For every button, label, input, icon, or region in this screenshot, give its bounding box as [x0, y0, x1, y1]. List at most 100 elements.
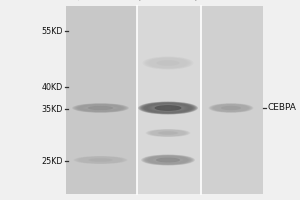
- Text: HepG2: HepG2: [73, 0, 101, 2]
- Ellipse shape: [82, 105, 119, 111]
- Ellipse shape: [155, 105, 181, 111]
- Ellipse shape: [140, 102, 196, 114]
- Ellipse shape: [211, 104, 251, 112]
- Ellipse shape: [154, 130, 182, 136]
- Ellipse shape: [150, 130, 186, 136]
- Ellipse shape: [139, 102, 197, 114]
- Ellipse shape: [151, 157, 185, 163]
- Ellipse shape: [154, 105, 182, 111]
- Ellipse shape: [146, 156, 190, 164]
- Ellipse shape: [144, 155, 192, 165]
- Ellipse shape: [147, 156, 189, 164]
- Ellipse shape: [217, 105, 245, 111]
- Ellipse shape: [152, 130, 184, 136]
- Ellipse shape: [158, 131, 178, 135]
- Ellipse shape: [74, 156, 127, 164]
- Ellipse shape: [150, 58, 186, 68]
- Ellipse shape: [77, 157, 124, 163]
- Ellipse shape: [138, 102, 198, 114]
- Ellipse shape: [82, 105, 118, 111]
- Ellipse shape: [146, 129, 190, 137]
- Ellipse shape: [149, 58, 187, 68]
- Ellipse shape: [146, 155, 190, 165]
- Ellipse shape: [151, 130, 185, 136]
- Ellipse shape: [145, 57, 191, 69]
- Ellipse shape: [152, 157, 184, 163]
- Ellipse shape: [75, 156, 126, 164]
- Ellipse shape: [74, 104, 127, 112]
- Ellipse shape: [82, 157, 119, 163]
- Ellipse shape: [154, 131, 182, 135]
- Ellipse shape: [153, 130, 183, 136]
- Ellipse shape: [147, 103, 189, 113]
- Ellipse shape: [149, 156, 187, 164]
- Ellipse shape: [73, 103, 128, 113]
- Ellipse shape: [148, 58, 188, 68]
- Ellipse shape: [146, 129, 190, 137]
- Ellipse shape: [148, 129, 188, 137]
- Ellipse shape: [80, 157, 121, 163]
- Ellipse shape: [79, 104, 122, 112]
- Ellipse shape: [88, 158, 113, 162]
- Ellipse shape: [78, 104, 123, 112]
- Ellipse shape: [78, 157, 123, 163]
- Ellipse shape: [85, 105, 116, 111]
- Ellipse shape: [76, 104, 125, 112]
- Bar: [66, 6, 136, 194]
- Ellipse shape: [79, 157, 122, 163]
- Ellipse shape: [152, 105, 184, 111]
- Ellipse shape: [76, 156, 125, 164]
- Ellipse shape: [152, 130, 184, 136]
- Ellipse shape: [75, 104, 126, 112]
- Ellipse shape: [81, 157, 120, 163]
- Ellipse shape: [218, 105, 244, 111]
- Text: 35KD: 35KD: [42, 104, 63, 114]
- Ellipse shape: [84, 105, 117, 111]
- Ellipse shape: [147, 58, 189, 68]
- Ellipse shape: [142, 155, 194, 165]
- Ellipse shape: [82, 157, 118, 163]
- Ellipse shape: [149, 130, 187, 136]
- Ellipse shape: [142, 102, 194, 114]
- Ellipse shape: [144, 103, 192, 113]
- Ellipse shape: [145, 103, 191, 113]
- Ellipse shape: [148, 156, 188, 164]
- Ellipse shape: [153, 157, 183, 163]
- Ellipse shape: [209, 103, 253, 113]
- Ellipse shape: [215, 105, 247, 111]
- Ellipse shape: [213, 104, 249, 112]
- Ellipse shape: [154, 157, 182, 163]
- Ellipse shape: [154, 105, 182, 111]
- Ellipse shape: [151, 104, 185, 112]
- Bar: [201, 6, 262, 194]
- Ellipse shape: [146, 57, 190, 69]
- Ellipse shape: [146, 103, 190, 113]
- Ellipse shape: [142, 56, 194, 70]
- Ellipse shape: [83, 157, 118, 163]
- Ellipse shape: [218, 105, 244, 111]
- Text: CEBPA: CEBPA: [267, 104, 296, 112]
- Ellipse shape: [145, 155, 191, 165]
- Ellipse shape: [148, 58, 188, 68]
- Ellipse shape: [81, 105, 120, 111]
- Ellipse shape: [214, 104, 248, 112]
- Text: 25KD: 25KD: [41, 156, 63, 166]
- Text: Rat liver: Rat liver: [135, 0, 167, 2]
- Ellipse shape: [144, 57, 192, 69]
- Ellipse shape: [210, 104, 252, 112]
- Ellipse shape: [150, 104, 186, 112]
- Text: 40KD: 40KD: [42, 83, 63, 92]
- Ellipse shape: [141, 154, 195, 166]
- Ellipse shape: [88, 106, 113, 110]
- Ellipse shape: [150, 156, 186, 164]
- Ellipse shape: [83, 105, 118, 111]
- Ellipse shape: [148, 104, 188, 112]
- Ellipse shape: [143, 103, 193, 113]
- Ellipse shape: [154, 157, 182, 163]
- Ellipse shape: [156, 158, 180, 162]
- Ellipse shape: [77, 104, 124, 112]
- Ellipse shape: [208, 103, 253, 113]
- Ellipse shape: [157, 60, 179, 66]
- Ellipse shape: [143, 57, 193, 69]
- Text: 55KD: 55KD: [41, 26, 63, 36]
